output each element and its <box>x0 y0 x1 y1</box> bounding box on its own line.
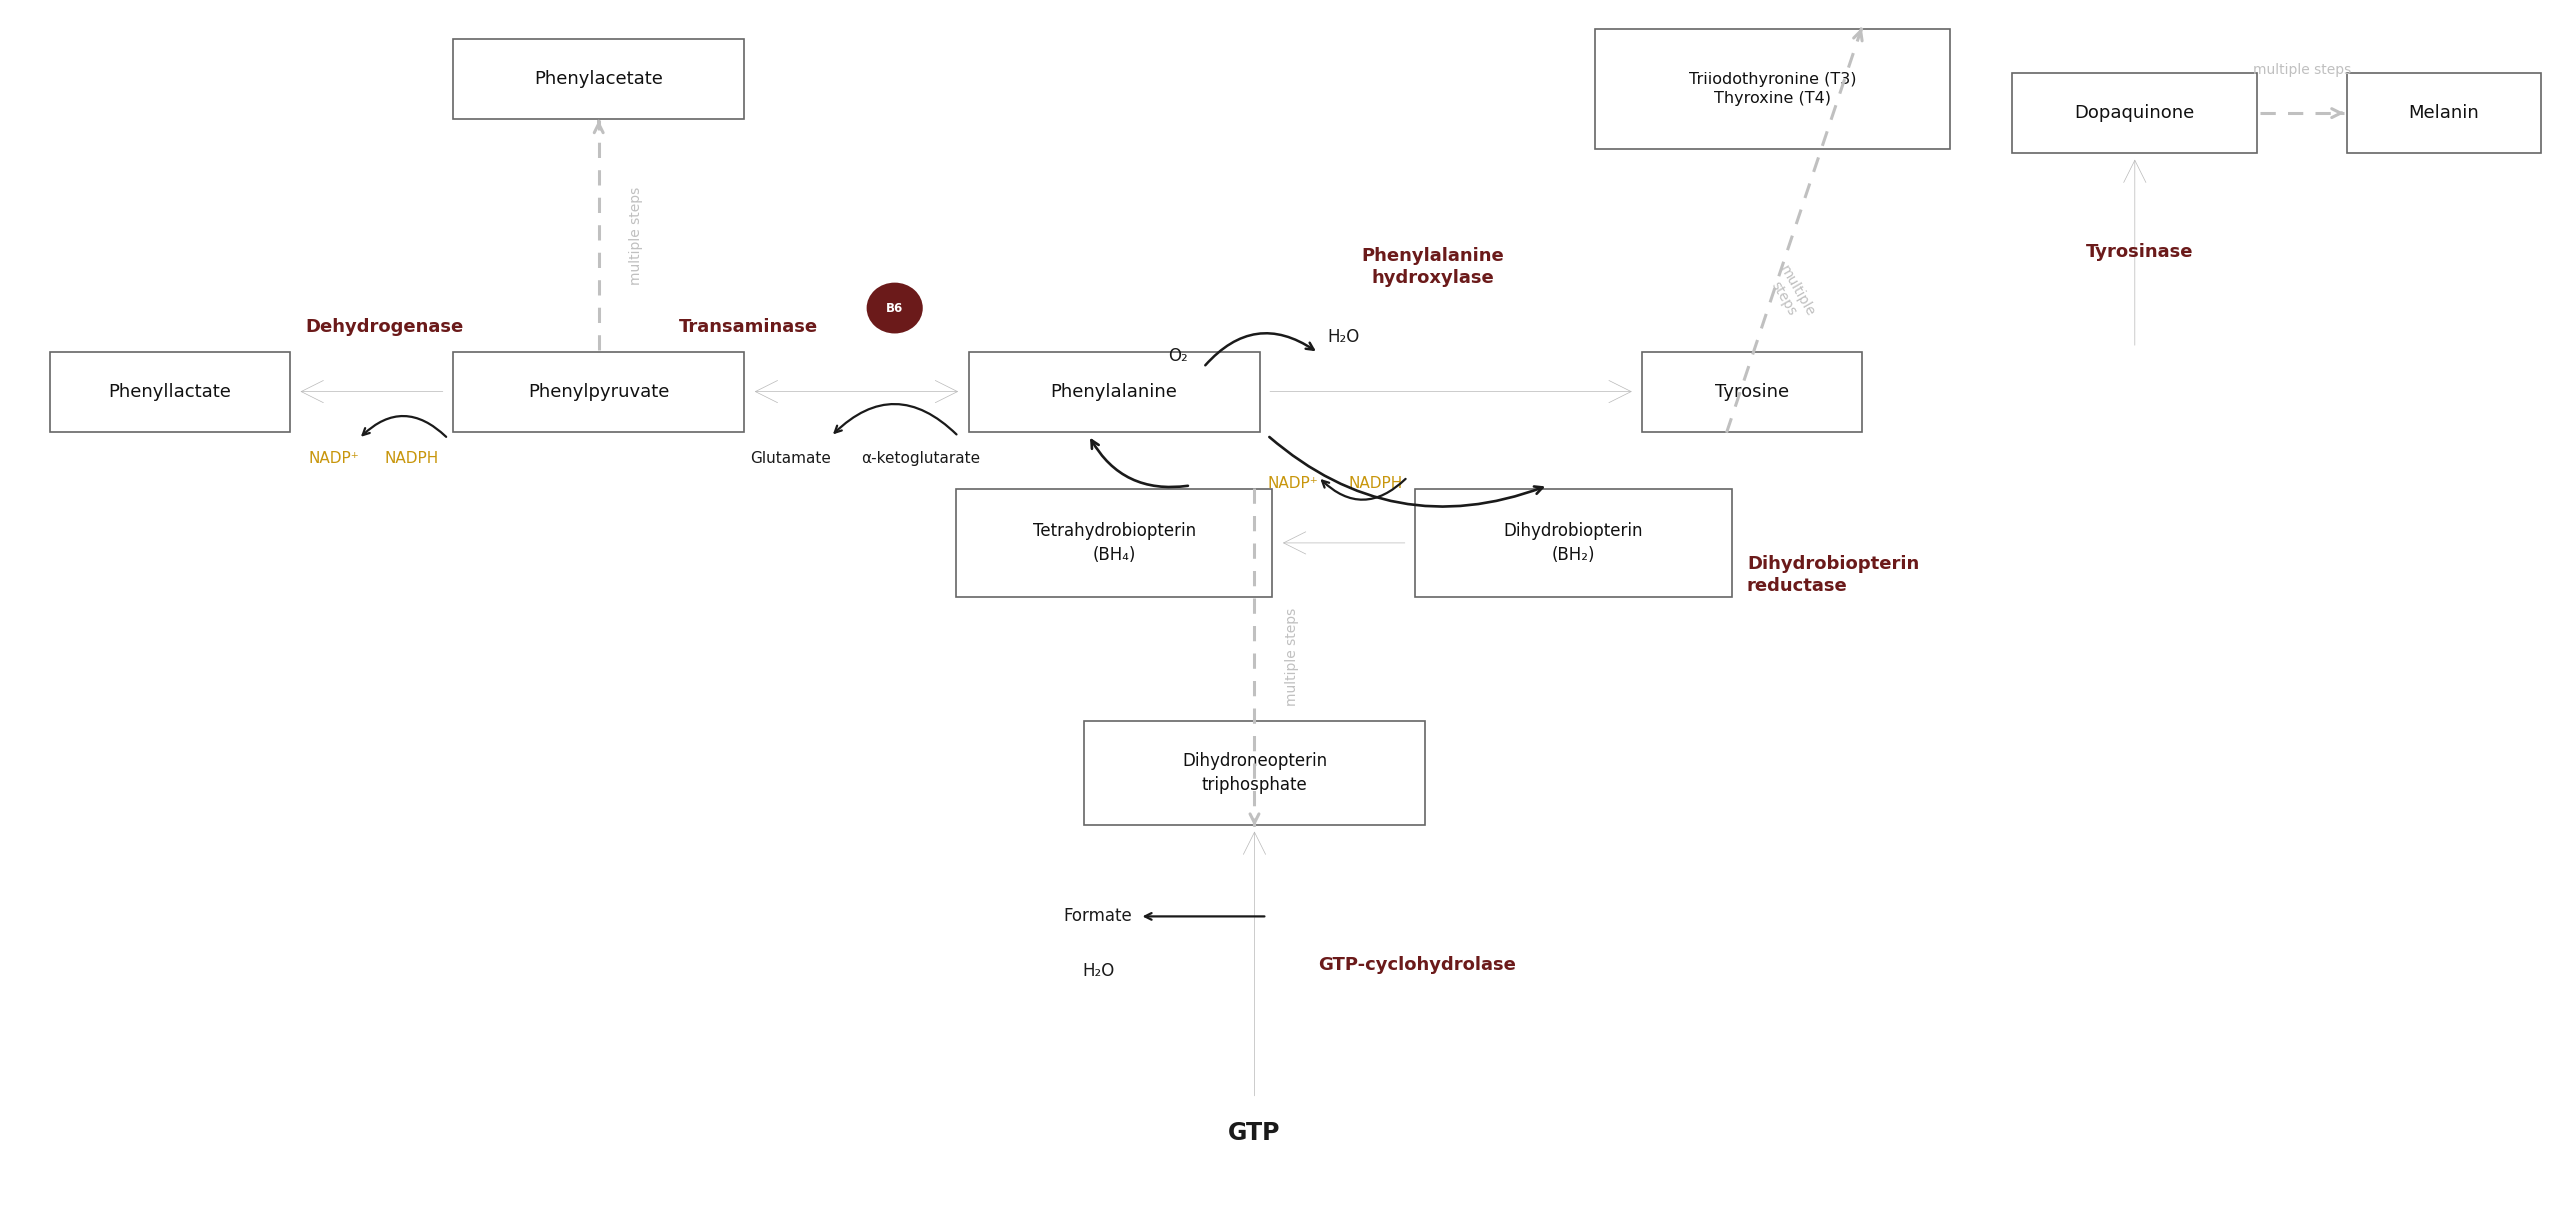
FancyBboxPatch shape <box>1644 351 1861 432</box>
Text: Tetrahydrobiopterin
(BH₄): Tetrahydrobiopterin (BH₄) <box>1032 522 1196 563</box>
Text: multiple steps: multiple steps <box>2253 63 2350 77</box>
Text: Formate: Formate <box>1062 907 1132 925</box>
Text: GTP: GTP <box>1229 1120 1280 1145</box>
FancyBboxPatch shape <box>453 39 745 119</box>
Text: multiple steps: multiple steps <box>630 187 643 284</box>
Text: Dopaquinone: Dopaquinone <box>2074 104 2194 122</box>
FancyBboxPatch shape <box>955 489 1272 597</box>
FancyBboxPatch shape <box>1083 720 1426 825</box>
Text: multiple
steps: multiple steps <box>1764 262 1818 327</box>
Text: Phenylalanine: Phenylalanine <box>1050 383 1178 401</box>
Text: NADPH: NADPH <box>1349 477 1403 491</box>
FancyBboxPatch shape <box>2348 73 2540 154</box>
Text: Triiodothyronine (T3)
Thyroxine (T4): Triiodothyronine (T3) Thyroxine (T4) <box>1690 72 1856 106</box>
Text: NADP⁺: NADP⁺ <box>1267 477 1318 491</box>
Text: Phenyllactate: Phenyllactate <box>108 383 230 401</box>
Text: Glutamate: Glutamate <box>750 451 832 466</box>
Text: Dihydrobiopterin
(BH₂): Dihydrobiopterin (BH₂) <box>1503 522 1644 563</box>
Text: multiple steps: multiple steps <box>1285 608 1298 706</box>
Text: O₂: O₂ <box>1167 347 1188 364</box>
Text: Dihydroneopterin
triphosphate: Dihydroneopterin triphosphate <box>1183 752 1326 794</box>
Text: B6: B6 <box>886 301 904 315</box>
FancyBboxPatch shape <box>968 351 1260 432</box>
FancyBboxPatch shape <box>453 351 745 432</box>
Text: Dehydrogenase: Dehydrogenase <box>305 318 463 336</box>
FancyBboxPatch shape <box>2012 73 2258 154</box>
Text: Tyrosine: Tyrosine <box>1715 383 1789 401</box>
Text: Melanin: Melanin <box>2409 104 2478 122</box>
Text: Phenylalanine
hydroxylase: Phenylalanine hydroxylase <box>1362 247 1505 288</box>
FancyBboxPatch shape <box>51 351 289 432</box>
Text: Tyrosinase: Tyrosinase <box>2086 244 2194 261</box>
Text: NADPH: NADPH <box>384 451 438 466</box>
Text: NADP⁺: NADP⁺ <box>307 451 358 466</box>
Text: Dihydrobiopterin
reductase: Dihydrobiopterin reductase <box>1746 555 1920 595</box>
Text: Phenylacetate: Phenylacetate <box>535 71 663 88</box>
Ellipse shape <box>868 283 922 334</box>
Text: H₂O: H₂O <box>1329 328 1359 345</box>
Text: Transaminase: Transaminase <box>678 318 819 336</box>
Text: Phenylpyruvate: Phenylpyruvate <box>527 383 668 401</box>
FancyBboxPatch shape <box>1595 29 1951 149</box>
FancyBboxPatch shape <box>1416 489 1731 597</box>
Text: GTP-cyclohydrolase: GTP-cyclohydrolase <box>1318 956 1516 974</box>
Text: H₂O: H₂O <box>1083 962 1114 980</box>
Text: α-ketoglutarate: α-ketoglutarate <box>863 451 980 466</box>
